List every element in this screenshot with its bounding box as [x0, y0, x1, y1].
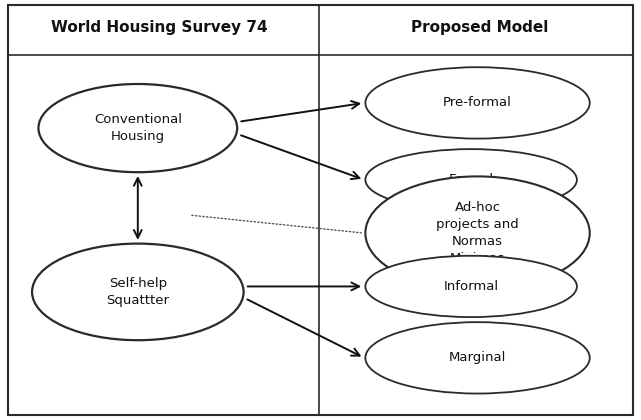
Text: Marginal: Marginal — [449, 352, 506, 364]
Ellipse shape — [365, 322, 590, 394]
Text: Pre-formal: Pre-formal — [443, 97, 512, 109]
Ellipse shape — [32, 244, 244, 340]
Text: World Housing Survey 74: World Housing Survey 74 — [51, 20, 267, 35]
Text: Proposed Model: Proposed Model — [411, 20, 548, 35]
Text: Self-help
Squattter: Self-help Squattter — [106, 277, 169, 307]
Text: Conventional
Housing: Conventional Housing — [94, 113, 182, 143]
Ellipse shape — [365, 176, 590, 290]
Text: Formal: Formal — [449, 173, 494, 186]
Ellipse shape — [365, 67, 590, 139]
Ellipse shape — [38, 84, 237, 172]
Text: Ad-hoc
projects and
Normas
Minimas: Ad-hoc projects and Normas Minimas — [436, 201, 519, 265]
Text: Informal: Informal — [444, 280, 499, 293]
Ellipse shape — [365, 256, 577, 317]
Ellipse shape — [365, 149, 577, 210]
